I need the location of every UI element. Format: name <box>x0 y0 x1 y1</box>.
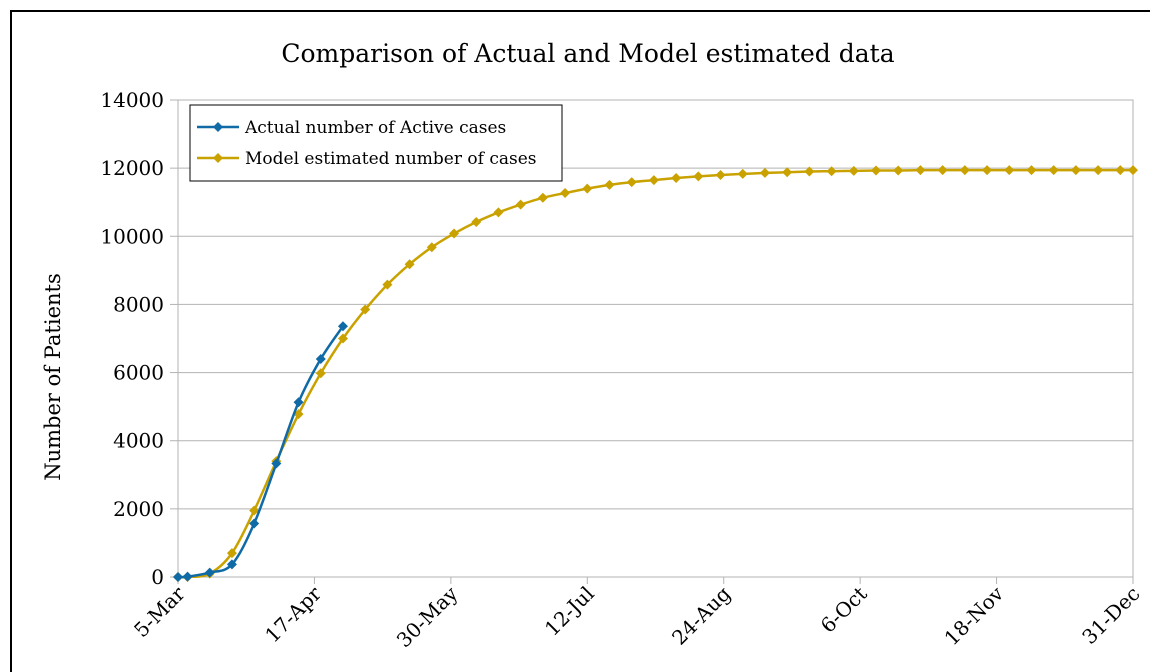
legend-box <box>189 104 563 182</box>
data-point <box>337 321 348 332</box>
data-point <box>249 518 260 529</box>
data-point <box>1026 165 1037 176</box>
data-point <box>982 165 993 176</box>
legend-marker <box>213 122 223 132</box>
data-point <box>271 458 282 469</box>
data-point <box>204 567 215 578</box>
data-point <box>449 228 460 239</box>
data-point <box>604 179 615 190</box>
data-point <box>937 165 948 176</box>
y-tick-label: 10000 <box>100 224 164 248</box>
data-point <box>582 183 593 194</box>
x-tick-label: 17-Apr <box>260 581 326 647</box>
chart-title: Comparison of Actual and Model estimated… <box>281 39 894 68</box>
y-tick-label: 6000 <box>113 361 164 385</box>
data-point <box>471 216 482 227</box>
data-point <box>893 165 904 176</box>
legend-label: Model estimated number of cases <box>245 149 537 169</box>
legend-marker <box>213 153 223 163</box>
data-point <box>226 548 237 559</box>
data-point <box>173 572 183 582</box>
y-tick-label: 2000 <box>113 497 164 521</box>
data-point <box>693 171 704 182</box>
y-tick-label: 14000 <box>100 88 164 112</box>
x-tick-label: 30-May <box>392 581 463 652</box>
x-tick-label: 5-Mar <box>129 581 190 642</box>
data-point <box>182 571 193 582</box>
data-point <box>1048 165 1059 176</box>
data-point <box>648 175 659 186</box>
data-point <box>404 259 415 270</box>
data-point <box>560 188 571 199</box>
x-tick-label: 12-Jul <box>540 582 599 641</box>
data-point <box>537 192 548 203</box>
data-point <box>915 165 926 176</box>
data-point <box>1004 165 1015 176</box>
data-point <box>826 166 837 177</box>
data-point <box>959 165 970 176</box>
data-point <box>871 165 882 176</box>
x-tick-label: 18-Nov <box>939 581 1008 650</box>
data-point <box>293 397 304 408</box>
y-tick-label: 12000 <box>100 156 164 180</box>
data-point <box>226 559 237 570</box>
data-point <box>759 167 770 178</box>
data-point <box>1128 165 1138 176</box>
data-point <box>249 505 260 516</box>
x-tick-label: 24-Aug <box>667 581 735 649</box>
data-point <box>337 333 348 344</box>
data-point <box>715 169 726 180</box>
data-point <box>382 279 393 290</box>
x-tick-label: 31-Dec <box>1077 582 1144 649</box>
series-line <box>177 325 345 579</box>
data-point <box>426 242 437 253</box>
frame <box>10 10 1150 672</box>
data-point <box>1115 165 1126 176</box>
data-point <box>782 167 793 178</box>
data-point <box>1093 165 1104 176</box>
y-axis-label: Number of Patients <box>41 273 65 481</box>
y-tick-label: 0 <box>151 565 164 589</box>
data-point <box>515 199 526 210</box>
data-point <box>804 166 815 177</box>
data-point <box>493 207 504 218</box>
data-point <box>737 168 748 179</box>
data-point <box>671 173 682 184</box>
data-point <box>626 177 637 188</box>
y-tick-label: 4000 <box>113 429 164 453</box>
data-point <box>1070 165 1081 176</box>
data-point <box>315 368 326 379</box>
data-point <box>848 165 859 176</box>
data-point <box>315 353 326 364</box>
legend-label: Actual number of Active cases <box>244 118 506 138</box>
data-point <box>360 304 371 315</box>
y-tick-label: 8000 <box>113 292 164 316</box>
x-tick-label: 6-Oct <box>816 582 872 638</box>
